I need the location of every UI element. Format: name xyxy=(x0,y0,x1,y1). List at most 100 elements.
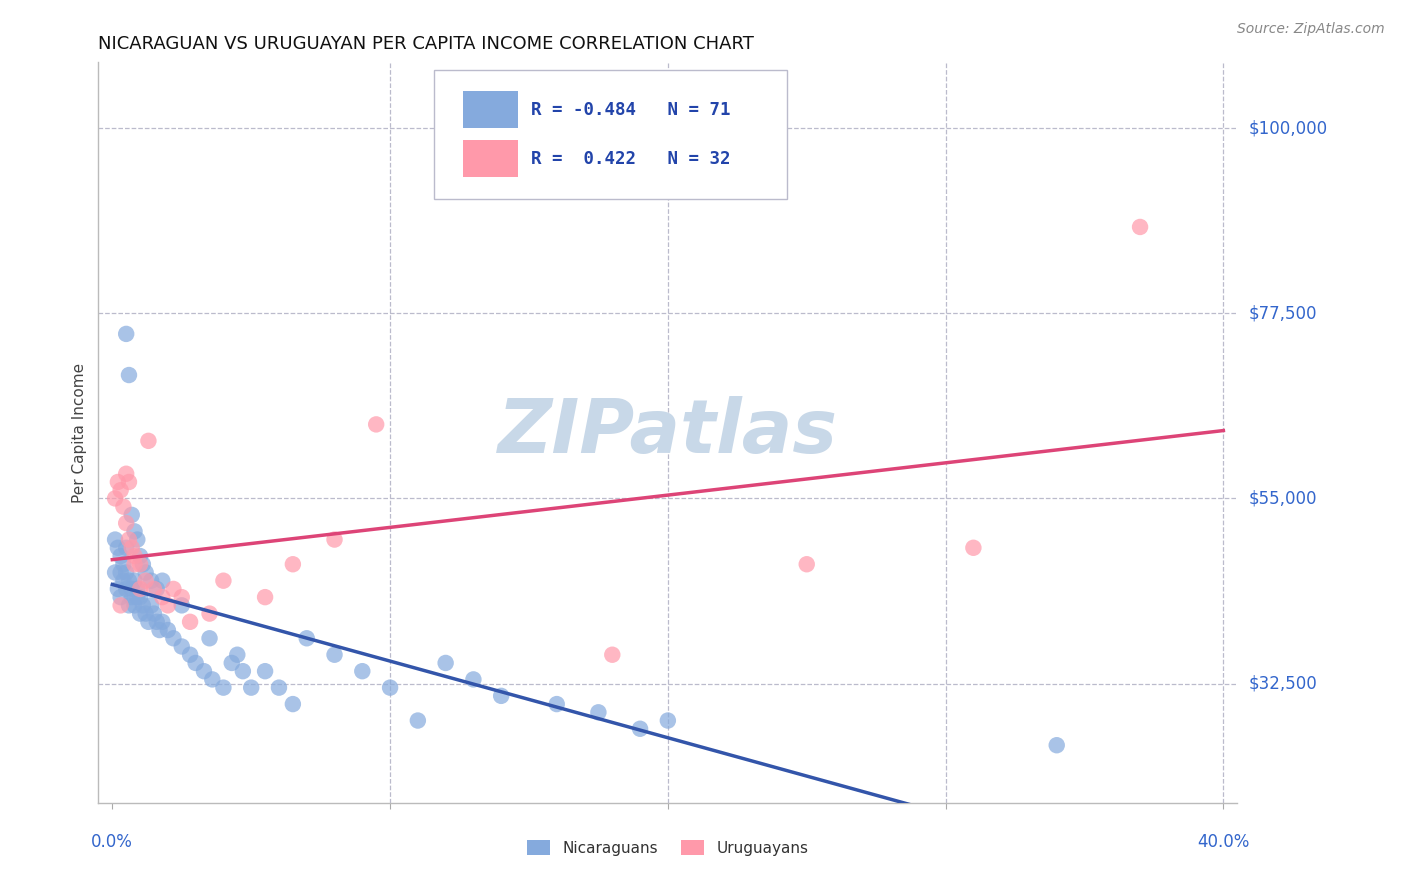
Point xyxy=(378,681,401,695)
Point xyxy=(104,533,127,547)
Point xyxy=(129,582,152,596)
Point xyxy=(132,558,155,572)
Text: $55,000: $55,000 xyxy=(1249,490,1317,508)
Point xyxy=(118,533,141,547)
Text: 40.0%: 40.0% xyxy=(1197,833,1250,851)
Point xyxy=(295,632,318,646)
Point xyxy=(628,722,651,736)
Point xyxy=(254,664,277,678)
Point xyxy=(143,607,166,621)
Point xyxy=(141,599,163,613)
Point xyxy=(141,574,163,588)
Point xyxy=(115,516,138,530)
Point xyxy=(170,599,193,613)
Point xyxy=(124,599,146,613)
Point xyxy=(352,664,374,678)
Point xyxy=(962,541,984,555)
Point xyxy=(143,582,166,596)
Point xyxy=(110,590,132,604)
Point xyxy=(179,615,201,629)
Point xyxy=(796,558,818,572)
Point xyxy=(118,475,141,489)
Point xyxy=(145,615,167,629)
Point xyxy=(127,533,149,547)
Y-axis label: Per Capita Income: Per Capita Income xyxy=(72,362,87,503)
FancyBboxPatch shape xyxy=(463,91,517,128)
Point xyxy=(129,590,152,604)
Point xyxy=(110,566,132,580)
Point xyxy=(212,681,235,695)
Point xyxy=(1129,219,1152,234)
Point xyxy=(127,582,149,596)
Point xyxy=(212,574,235,588)
Text: R =  0.422   N = 32: R = 0.422 N = 32 xyxy=(531,150,731,168)
Point xyxy=(198,607,221,621)
Text: ZIPatlas: ZIPatlas xyxy=(498,396,838,469)
Point xyxy=(1046,738,1069,752)
Point xyxy=(129,607,152,621)
Point xyxy=(323,648,346,662)
Point xyxy=(281,697,304,711)
Point xyxy=(118,599,141,613)
Point xyxy=(121,590,143,604)
Point xyxy=(156,599,179,613)
Point xyxy=(135,607,157,621)
Point xyxy=(115,566,138,580)
Point xyxy=(121,541,143,555)
Point xyxy=(148,623,170,637)
Point xyxy=(150,590,173,604)
Point xyxy=(184,656,207,670)
Text: NICARAGUAN VS URUGUAYAN PER CAPITA INCOME CORRELATION CHART: NICARAGUAN VS URUGUAYAN PER CAPITA INCOM… xyxy=(98,35,754,53)
Point xyxy=(150,574,173,588)
FancyBboxPatch shape xyxy=(463,140,517,178)
Point xyxy=(118,368,141,382)
Point xyxy=(124,574,146,588)
Point xyxy=(129,549,152,563)
Point xyxy=(463,673,485,687)
Point xyxy=(546,697,568,711)
Point xyxy=(193,664,215,678)
Text: $32,500: $32,500 xyxy=(1249,674,1317,692)
Text: Source: ZipAtlas.com: Source: ZipAtlas.com xyxy=(1237,22,1385,37)
Point xyxy=(115,326,138,341)
Point xyxy=(221,656,243,670)
Point xyxy=(150,615,173,629)
Point xyxy=(104,566,127,580)
Point xyxy=(138,615,160,629)
Point xyxy=(434,656,457,670)
Point xyxy=(198,632,221,646)
Point xyxy=(657,714,679,728)
Point xyxy=(104,491,127,506)
Point xyxy=(124,524,146,539)
Point xyxy=(124,549,146,563)
Text: $77,500: $77,500 xyxy=(1249,304,1317,322)
Point xyxy=(118,574,141,588)
Point xyxy=(201,673,224,687)
Point xyxy=(107,541,129,555)
Point xyxy=(323,533,346,547)
Point xyxy=(110,483,132,498)
Point xyxy=(112,500,135,514)
Point xyxy=(135,574,157,588)
Point xyxy=(135,566,157,580)
Point xyxy=(112,558,135,572)
Point xyxy=(115,582,138,596)
Point xyxy=(107,582,129,596)
Point xyxy=(110,549,132,563)
Text: $100,000: $100,000 xyxy=(1249,120,1327,137)
Point xyxy=(232,664,254,678)
Point xyxy=(406,714,429,728)
Point xyxy=(240,681,263,695)
FancyBboxPatch shape xyxy=(434,70,787,200)
Point xyxy=(281,558,304,572)
Point xyxy=(127,590,149,604)
Point xyxy=(179,648,201,662)
Point xyxy=(115,467,138,481)
Point xyxy=(600,648,623,662)
Point xyxy=(267,681,290,695)
Point xyxy=(254,590,277,604)
Point xyxy=(162,582,184,596)
Point xyxy=(132,599,155,613)
Point xyxy=(121,508,143,522)
Text: 0.0%: 0.0% xyxy=(91,833,134,851)
